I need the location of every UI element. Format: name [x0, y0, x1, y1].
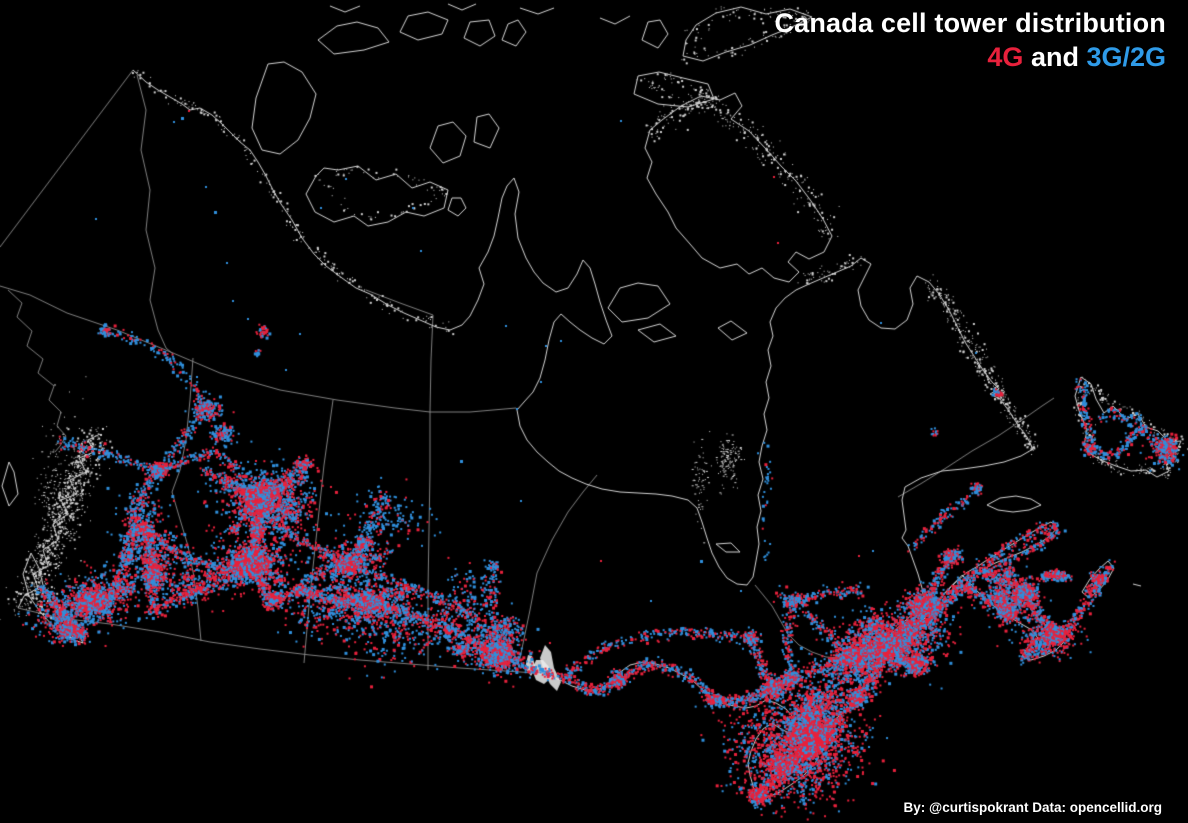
legend-4g-label: 4G	[987, 42, 1024, 73]
credit-text: By: @curtispokrant Data: opencellid.org	[903, 800, 1162, 815]
legend-line: 4G and 3G/2G	[774, 41, 1166, 75]
title-block: Canada cell tower distribution 4G and 3G…	[774, 6, 1166, 75]
legend-3g2g-label: 3G/2G	[1086, 42, 1166, 73]
map-title: Canada cell tower distribution	[774, 8, 1166, 38]
legend-and-label: and	[1023, 42, 1087, 73]
